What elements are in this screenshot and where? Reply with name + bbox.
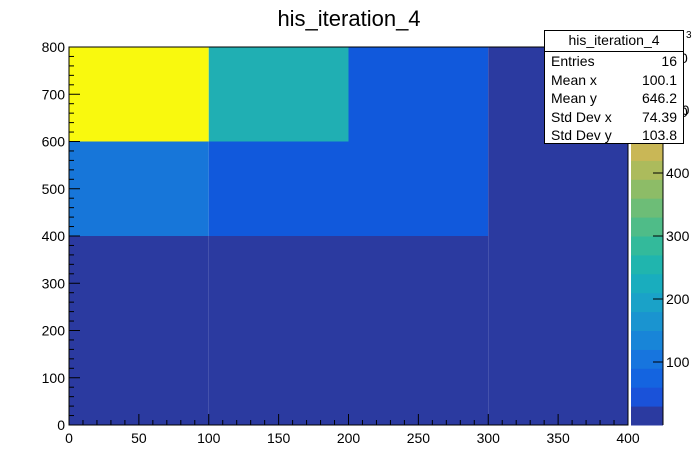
stats-row: Mean x 100.1	[545, 71, 683, 90]
stats-label: Mean y	[551, 90, 597, 106]
colorbar-segment	[631, 179, 663, 199]
colorbar-tick-label-partial: 0	[680, 50, 688, 66]
x-tick-label: 350	[546, 430, 570, 446]
heatmap-cell	[69, 141, 209, 236]
heatmap-cell	[488, 141, 628, 236]
heatmap-cell	[208, 47, 349, 142]
heatmap-cell	[69, 330, 209, 425]
chart-title: his_iteration_4	[277, 6, 420, 31]
y-tick-label: 800	[42, 39, 66, 55]
colorbar-segment	[631, 217, 663, 237]
stats-value: 103.8	[641, 127, 677, 143]
y-tick-label: 0	[57, 417, 65, 433]
colorbar-tick-label: 300	[666, 228, 690, 244]
y-tick-label: 200	[42, 323, 66, 339]
axes: 0 50 100 150 200 250 300 350 400 0 100 200 300 400 500…	[42, 39, 640, 446]
heatmap-cell	[69, 236, 209, 331]
heatmap-cell	[208, 141, 349, 236]
x-tick-label: 0	[65, 430, 73, 446]
colorbar-segment	[631, 406, 663, 426]
stats-value: 100.1	[641, 71, 677, 88]
colorbar-tick-label: 100	[666, 354, 690, 370]
y-tick-label: 600	[42, 134, 66, 150]
x-tick-label: 300	[477, 430, 501, 446]
heatmap-cell	[348, 330, 489, 425]
heatmap-cell	[348, 141, 489, 236]
x-tick-label: 200	[337, 430, 361, 446]
y-tick-label: 500	[42, 181, 66, 197]
heatmap-cell	[348, 236, 489, 331]
heatmap-cell	[348, 47, 489, 142]
heatmap-cell	[69, 47, 209, 142]
stats-label: Mean x	[551, 71, 597, 88]
stats-label: Std Dev y	[551, 127, 612, 143]
colorbar-tick-label: 200	[666, 291, 690, 307]
stats-title: his_iteration_4	[545, 31, 683, 52]
stats-label: Entries	[551, 53, 595, 69]
y-tick-label: 100	[42, 370, 66, 386]
x-tick-label: 250	[407, 430, 431, 446]
heatmap-cell	[208, 330, 349, 425]
y-tick-label: 400	[42, 228, 66, 244]
colorbar-segment	[631, 368, 663, 388]
colorbar-exponent: 3	[686, 30, 692, 41]
stats-value: 74.39	[641, 108, 677, 125]
colorbar-segment	[631, 273, 663, 294]
stats-label: Std Dev x	[551, 108, 612, 125]
colorbar-segment	[631, 387, 663, 407]
colorbar-segment	[631, 160, 663, 180]
y-tick-label: 300	[42, 275, 66, 291]
stats-row: Std Dev x 74.39	[545, 108, 683, 127]
colorbar-tick-label-partial: 0	[680, 104, 688, 120]
stats-value: 16	[661, 53, 677, 69]
x-tick-label: 50	[131, 430, 147, 446]
stats-box: his_iteration_4 Entries 16 Mean x 100.1 Mean…	[544, 30, 684, 144]
heatmap-cell	[488, 330, 628, 425]
colorbar-segment	[631, 330, 663, 350]
colorbar-segment	[631, 198, 663, 218]
y-tick-label: 700	[42, 86, 66, 102]
x-tick-label: 400	[616, 430, 640, 446]
stats-row: Entries 16	[545, 52, 683, 71]
x-tick-label: 150	[267, 430, 291, 446]
stats-value: 646.2	[641, 90, 677, 106]
colorbar-segment	[631, 311, 663, 331]
stats-row: Mean y 646.2	[545, 89, 683, 108]
colorbar-segment	[631, 292, 663, 313]
heatmap-cell	[488, 236, 628, 331]
colorbar-segment	[631, 254, 663, 275]
colorbar-segment	[631, 236, 663, 256]
colorbar-tick-label: 400	[666, 165, 690, 181]
colorbar-segment	[631, 349, 663, 369]
stats-row: Std Dev y 103.8	[545, 126, 683, 145]
x-tick-label: 100	[197, 430, 221, 446]
heatmap-cell	[208, 236, 349, 331]
colorbar-segment	[631, 141, 663, 161]
